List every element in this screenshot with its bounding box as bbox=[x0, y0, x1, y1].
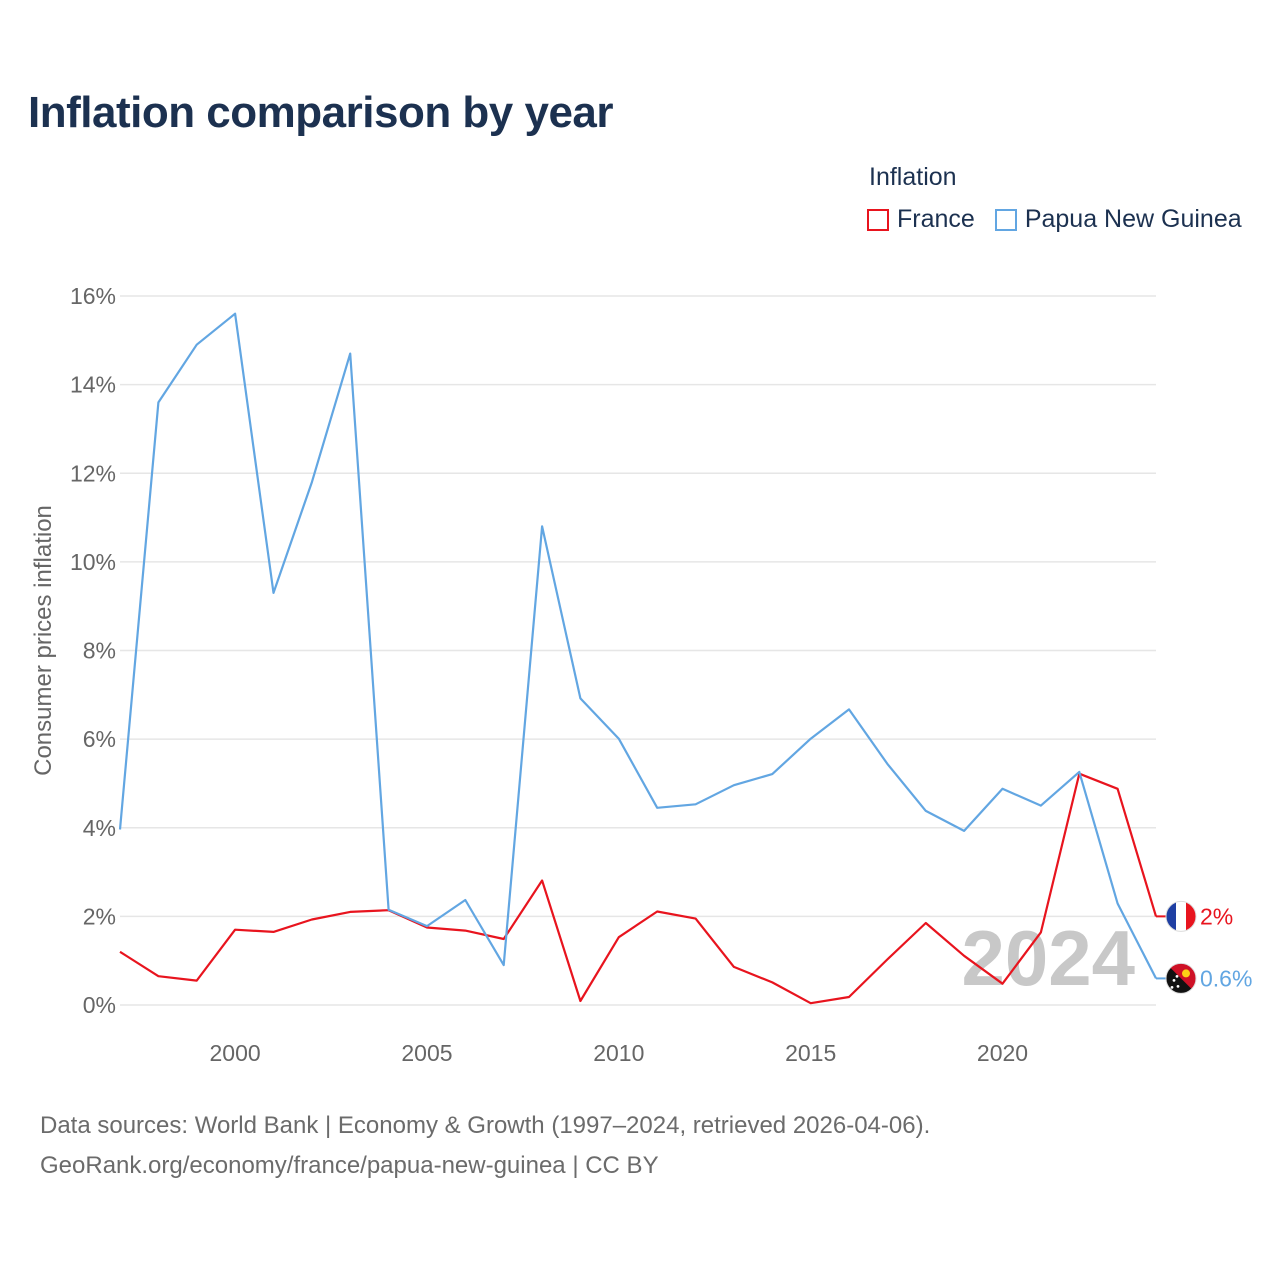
line-chart: 0% 2% 4% 6% 8% 10% 12% 14% 16% 2000 2005 2010 2015 20… bbox=[30, 283, 1252, 1066]
data-point-papua-new-guinea bbox=[961, 828, 967, 834]
y-tick-label: 2% bbox=[83, 903, 116, 929]
data-point-papua-new-guinea bbox=[386, 907, 392, 913]
data-point-papua-new-guinea bbox=[616, 736, 622, 742]
y-tick-label: 16% bbox=[70, 283, 116, 309]
data-point-papua-new-guinea bbox=[462, 897, 468, 903]
legend-label-france: France bbox=[897, 205, 975, 233]
data-point-papua-new-guinea bbox=[232, 311, 238, 317]
data-point-france bbox=[884, 956, 890, 962]
y-tick-label: 0% bbox=[83, 992, 116, 1018]
data-point-papua-new-guinea bbox=[501, 962, 507, 968]
data-point-papua-new-guinea bbox=[117, 827, 123, 833]
data-point-france bbox=[731, 964, 737, 970]
flag-halves bbox=[1166, 963, 1196, 994]
flag-star bbox=[1172, 979, 1176, 982]
y-tick-label: 8% bbox=[83, 638, 116, 664]
flag-border bbox=[1165, 962, 1197, 994]
data-point-papua-new-guinea bbox=[539, 523, 545, 529]
data-point-papua-new-guinea bbox=[769, 771, 775, 777]
legend-swatch-papua-new-guinea bbox=[994, 208, 1017, 231]
legend-label-papua-new-guinea: Papua New Guinea bbox=[1024, 205, 1242, 233]
data-point-france bbox=[309, 916, 315, 922]
data-point-france bbox=[808, 1000, 814, 1006]
data-point-france bbox=[1000, 981, 1006, 987]
y-tick-label: 12% bbox=[70, 460, 116, 486]
flag-stripe-red bbox=[1186, 901, 1196, 932]
data-point-papua-new-guinea bbox=[731, 782, 737, 788]
flag-stripe-white bbox=[1176, 901, 1186, 932]
x-tick-label: 2000 bbox=[210, 1040, 261, 1066]
data-point-papua-new-guinea bbox=[923, 808, 929, 814]
x-tick-label: 2010 bbox=[593, 1040, 644, 1066]
data-point-france bbox=[1115, 786, 1121, 792]
y-tick-label: 6% bbox=[83, 726, 116, 752]
data-point-papua-new-guinea bbox=[347, 351, 353, 357]
series-line-france bbox=[119, 772, 1158, 1005]
data-point-france bbox=[1038, 929, 1044, 935]
flag-stripes bbox=[1166, 901, 1196, 932]
legend-swatch-france bbox=[867, 208, 889, 231]
data-point-papua-new-guinea bbox=[1115, 901, 1121, 907]
data-point-france bbox=[577, 998, 583, 1004]
data-point-papua-new-guinea bbox=[577, 695, 583, 701]
data-point-france bbox=[654, 909, 660, 915]
data-point-france bbox=[155, 973, 161, 979]
flag-border bbox=[1165, 900, 1197, 932]
legend-item-france[interactable]: France bbox=[867, 205, 975, 234]
data-point-papua-new-guinea bbox=[884, 761, 890, 767]
data-point-france bbox=[539, 877, 545, 883]
series-line-papua-new-guinea bbox=[118, 312, 1157, 979]
x-tick-label: 2005 bbox=[401, 1040, 452, 1066]
data-point-france bbox=[693, 916, 699, 922]
data-point-papua-new-guinea bbox=[270, 590, 276, 596]
papua-new-guinea-flag-icon bbox=[1165, 962, 1197, 994]
data-point-france bbox=[462, 928, 468, 934]
source-line-1: Data sources: World Bank | Economy & Gro… bbox=[40, 1112, 931, 1139]
y-tick-label: 10% bbox=[70, 549, 116, 575]
end-value-label-france: 2% bbox=[1200, 903, 1233, 929]
year-watermark: 2024 bbox=[961, 914, 1135, 1002]
data-point-france bbox=[232, 927, 238, 933]
data-point-papua-new-guinea bbox=[194, 342, 200, 348]
flag-bird bbox=[1182, 969, 1190, 978]
legend-item-papua-new-guinea[interactable]: Papua New Guinea bbox=[994, 205, 1242, 234]
data-point-papua-new-guinea bbox=[846, 706, 852, 712]
data-point-papua-new-guinea bbox=[424, 923, 430, 929]
data-point-papua-new-guinea bbox=[1038, 803, 1044, 809]
flag-star bbox=[1176, 985, 1180, 988]
chart-title: Inflation comparison by year bbox=[28, 88, 614, 137]
data-point-papua-new-guinea bbox=[808, 736, 814, 742]
data-point-france bbox=[117, 949, 123, 955]
data-point-france bbox=[923, 920, 929, 926]
data-point-papua-new-guinea bbox=[155, 399, 161, 405]
flag-star bbox=[1170, 986, 1174, 989]
source-note: Data sources: World Bank | Economy & Gro… bbox=[40, 1106, 930, 1186]
flag-stripe-blue bbox=[1166, 901, 1176, 932]
x-tick-label: 2020 bbox=[977, 1040, 1028, 1066]
data-point-papua-new-guinea bbox=[309, 479, 315, 485]
data-point-france bbox=[347, 909, 353, 915]
legend-title: Inflation bbox=[869, 163, 957, 191]
data-point-france bbox=[769, 979, 775, 985]
y-tick-label: 14% bbox=[70, 372, 116, 398]
data-point-papua-new-guinea bbox=[654, 805, 660, 811]
end-value-label-papua-new-guinea: 0.6% bbox=[1200, 965, 1252, 991]
data-point-france bbox=[616, 934, 622, 940]
data-point-france bbox=[961, 953, 967, 959]
y-axis-label: Consumer prices inflation bbox=[30, 505, 57, 776]
data-point-france bbox=[270, 929, 276, 935]
y-tick-label: 4% bbox=[83, 815, 116, 841]
data-point-france bbox=[194, 978, 200, 984]
legend: France Papua New Guinea bbox=[867, 205, 1262, 234]
data-point-france bbox=[846, 994, 852, 1000]
france-flag-icon bbox=[1165, 900, 1197, 932]
x-tick-label: 2015 bbox=[785, 1040, 836, 1066]
data-point-papua-new-guinea bbox=[1076, 769, 1082, 775]
flag-star bbox=[1175, 975, 1179, 978]
data-point-papua-new-guinea bbox=[693, 801, 699, 807]
source-line-2[interactable]: GeoRank.org/economy/france/papua-new-gui… bbox=[40, 1152, 659, 1179]
data-point-papua-new-guinea bbox=[1000, 786, 1006, 792]
